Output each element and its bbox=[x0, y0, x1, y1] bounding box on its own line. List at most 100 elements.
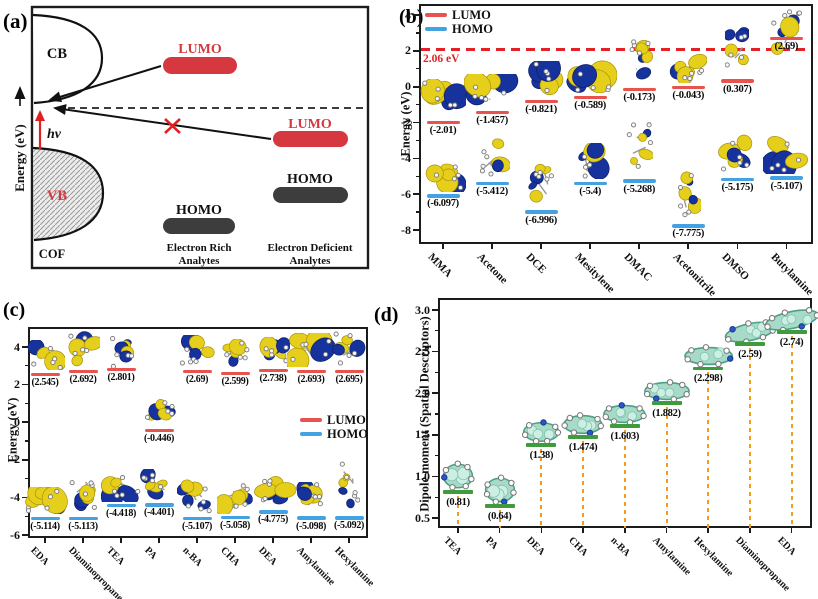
molecule-orbital-icon bbox=[179, 331, 215, 366]
x-tick-label: DEA bbox=[256, 545, 279, 568]
homo-level-line bbox=[144, 503, 174, 507]
x-tick bbox=[582, 528, 584, 533]
y-tick-label: 2.0 bbox=[415, 385, 430, 400]
molecule-structure-icon bbox=[764, 306, 818, 333]
x-tick bbox=[707, 528, 709, 533]
x-tick-label: MMA bbox=[425, 251, 455, 280]
x-tick-label: n-BA bbox=[608, 535, 632, 559]
molecule-structure-icon bbox=[441, 460, 475, 491]
molecule-orbital-icon bbox=[677, 171, 703, 218]
y-tick-label: -4 bbox=[401, 150, 411, 165]
molecule-orbital bbox=[213, 482, 254, 516]
x-tick bbox=[272, 538, 274, 543]
cb-band-curve bbox=[32, 13, 104, 105]
value-label: (-5.107) bbox=[770, 180, 803, 192]
lumo-level-line bbox=[296, 369, 326, 374]
stem-dashed-line bbox=[665, 407, 668, 528]
x-tick-label: Butylamine bbox=[768, 251, 816, 298]
x-tick-label: DMSO bbox=[719, 251, 752, 283]
molecule-orbital bbox=[563, 59, 618, 94]
value-label: (2.69) bbox=[774, 40, 799, 52]
deficient-caption-2: Analytes bbox=[290, 255, 332, 267]
hv-label: hν bbox=[47, 127, 62, 142]
molecule-orbital bbox=[712, 133, 763, 175]
lumo-level-line bbox=[573, 95, 607, 99]
value-label: (-6.097) bbox=[427, 198, 459, 210]
lumo-level-line bbox=[334, 369, 364, 374]
x-tick bbox=[540, 528, 543, 533]
cb-label: CB bbox=[47, 46, 67, 62]
x-tick bbox=[498, 528, 501, 533]
x-tick bbox=[348, 538, 350, 543]
homo-level-line bbox=[182, 516, 212, 520]
lumo-level-line bbox=[144, 428, 174, 433]
molecule-orbital-icon bbox=[626, 122, 654, 170]
x-tick bbox=[540, 244, 542, 249]
molecule-orbital bbox=[109, 328, 134, 374]
molecule-orbital-icon bbox=[70, 479, 98, 511]
value-label: (2.298) bbox=[693, 373, 723, 385]
y-minor-tick bbox=[415, 211, 419, 213]
y-axis-label: Dipole moment (Spatial Descriptors) bbox=[417, 316, 432, 512]
legend-entry: LUMO bbox=[425, 8, 493, 22]
y-axis-label: Energy (eV) bbox=[5, 397, 20, 463]
molecule-orbital-icon bbox=[566, 60, 618, 94]
molecule-orbital bbox=[256, 336, 291, 366]
y-tick bbox=[22, 346, 28, 348]
molecule-structure-icon bbox=[602, 402, 648, 426]
dipole-level-bar bbox=[734, 342, 765, 346]
deficient-caption-1: Electron Deficient bbox=[267, 242, 352, 254]
value-label: (1.38) bbox=[529, 449, 554, 461]
molecule-orbital-icon bbox=[68, 331, 103, 367]
stem-dashed-line bbox=[540, 448, 543, 528]
x-tick-label: Acetone bbox=[474, 251, 510, 287]
molecule-structure bbox=[559, 410, 607, 439]
value-label: (-5.058) bbox=[219, 519, 251, 531]
y-tick-label: 4 bbox=[14, 339, 20, 354]
x-tick bbox=[624, 528, 626, 533]
x-tick bbox=[442, 244, 444, 249]
x-tick-label: Amylamine bbox=[294, 545, 337, 588]
value-label: (2.545) bbox=[31, 376, 59, 388]
molecule-orbital-icon bbox=[285, 328, 336, 374]
value-label: (0.81) bbox=[446, 497, 470, 509]
x-tick bbox=[736, 244, 739, 249]
lumo-level-line bbox=[622, 88, 656, 92]
molecule-orbital-icon bbox=[528, 55, 564, 96]
y-minor-tick bbox=[415, 68, 419, 70]
homo-deficient-label: HOMO bbox=[287, 172, 333, 187]
molecule-orbital bbox=[219, 338, 252, 370]
lumo-pill-rich bbox=[163, 57, 237, 74]
threshold-label: 2.06 eV bbox=[423, 52, 460, 65]
y-tick-label: -4 bbox=[10, 489, 20, 504]
molecule-structure-icon bbox=[483, 474, 517, 506]
homo-rich-label: HOMO bbox=[176, 203, 222, 218]
y-tick-label: 4 bbox=[405, 7, 411, 22]
value-label: (-2.01) bbox=[429, 125, 457, 137]
value-label: (-5.113) bbox=[68, 520, 98, 532]
dipole-level-bar bbox=[651, 401, 682, 405]
y-tick bbox=[413, 121, 419, 124]
molecule-orbital bbox=[624, 38, 654, 86]
lumo-level-line bbox=[475, 111, 509, 115]
molecule-orbital bbox=[179, 331, 215, 368]
homo-level-line bbox=[720, 177, 754, 182]
homo-level-line bbox=[671, 224, 705, 228]
value-label: (-0.446) bbox=[143, 433, 175, 445]
x-tick bbox=[638, 244, 640, 249]
molecule-structure-icon bbox=[561, 412, 605, 437]
molecule-orbital bbox=[421, 163, 467, 197]
x-tick bbox=[790, 528, 793, 533]
molecule-structure-icon bbox=[643, 379, 690, 403]
value-label: (-0.043) bbox=[672, 89, 705, 101]
molecule-orbital-icon bbox=[528, 163, 554, 203]
rich-caption-2: Analytes bbox=[179, 255, 221, 267]
y-tick bbox=[413, 229, 419, 231]
y-axis-label: Energy (eV) bbox=[398, 91, 413, 157]
legend-entry: HOMO bbox=[425, 22, 493, 36]
threshold-line bbox=[421, 48, 811, 52]
molecule-orbital bbox=[420, 78, 470, 118]
dipole-level-bar bbox=[484, 504, 515, 509]
value-label: (-4.418) bbox=[105, 507, 137, 519]
y-tick-label: 0.5 bbox=[415, 510, 430, 525]
